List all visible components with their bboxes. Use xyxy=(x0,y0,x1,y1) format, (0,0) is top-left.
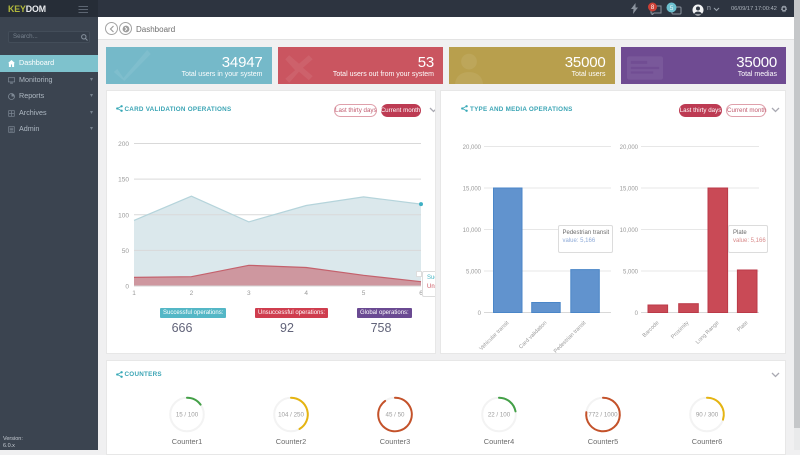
svg-text:Counter2: Counter2 xyxy=(276,437,306,446)
svg-text:104 / 250: 104 / 250 xyxy=(278,412,304,419)
svg-text:0: 0 xyxy=(478,311,482,317)
svg-text:772 / 1000: 772 / 1000 xyxy=(588,412,618,419)
svg-text:Card validation: Card validation xyxy=(518,320,548,350)
svg-text:45 / 50: 45 / 50 xyxy=(386,412,405,419)
svg-text:22 / 100: 22 / 100 xyxy=(488,412,511,419)
svg-text:5,000: 5,000 xyxy=(623,270,639,276)
svg-text:100: 100 xyxy=(118,212,129,219)
svg-text:Plate: Plate xyxy=(736,320,749,333)
svg-text:4: 4 xyxy=(304,290,308,297)
svg-text:1: 1 xyxy=(132,290,136,297)
svg-text:Barcode: Barcode xyxy=(642,320,661,339)
svg-text:15,000: 15,000 xyxy=(463,187,482,193)
svg-text:Proximity: Proximity xyxy=(670,320,690,340)
svg-text:150: 150 xyxy=(118,177,129,184)
svg-text:Counter6: Counter6 xyxy=(692,437,722,446)
svg-text:5: 5 xyxy=(670,5,674,12)
svg-text:200: 200 xyxy=(118,141,129,148)
svg-text:20,000: 20,000 xyxy=(620,145,639,151)
svg-text:0: 0 xyxy=(635,311,639,317)
svg-text:0: 0 xyxy=(125,284,129,291)
svg-text:90 / 300: 90 / 300 xyxy=(696,412,719,419)
svg-text:5,000: 5,000 xyxy=(466,270,482,276)
svg-text:3: 3 xyxy=(247,290,251,297)
svg-text:2: 2 xyxy=(190,290,194,297)
svg-text:Vehicular transit: Vehicular transit xyxy=(478,320,510,352)
svg-text:Counter5: Counter5 xyxy=(588,437,618,446)
svg-text:Pedestrian transit: Pedestrian transit xyxy=(553,320,588,354)
svg-text:50: 50 xyxy=(122,248,130,255)
svg-text:Counter1: Counter1 xyxy=(172,437,202,446)
svg-text:Long Range: Long Range xyxy=(695,320,720,345)
svg-text:15 / 100: 15 / 100 xyxy=(176,412,199,419)
svg-text:6: 6 xyxy=(419,290,423,297)
svg-text:5: 5 xyxy=(362,290,366,297)
svg-text:8: 8 xyxy=(651,5,655,11)
svg-text:Counter4: Counter4 xyxy=(484,437,514,446)
svg-text:Counter3: Counter3 xyxy=(380,437,410,446)
svg-text:15,000: 15,000 xyxy=(620,187,639,193)
svg-text:10,000: 10,000 xyxy=(620,228,639,234)
svg-text:10,000: 10,000 xyxy=(463,228,482,234)
svg-text:20,000: 20,000 xyxy=(463,145,482,151)
